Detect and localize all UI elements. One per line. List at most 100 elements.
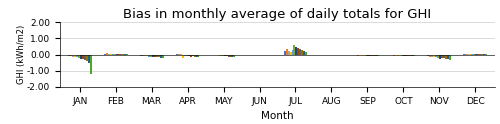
Bar	[479, 54, 481, 55]
Bar	[436, 55, 438, 57]
Bar	[228, 55, 230, 57]
Bar	[196, 55, 198, 57]
Bar	[68, 55, 70, 56]
Bar	[160, 55, 162, 58]
Bar	[126, 54, 128, 55]
Bar	[88, 55, 90, 63]
Bar	[408, 55, 410, 56]
Bar	[485, 54, 487, 55]
Bar	[443, 55, 445, 58]
Bar	[192, 55, 194, 56]
Bar	[178, 54, 180, 55]
Bar	[475, 54, 477, 55]
Bar	[468, 54, 469, 55]
Bar	[198, 55, 200, 57]
Bar	[470, 54, 472, 55]
Bar	[477, 54, 479, 55]
Bar	[366, 55, 368, 56]
Bar	[410, 55, 411, 56]
Bar	[110, 54, 112, 55]
Bar	[473, 54, 475, 55]
Bar	[70, 55, 72, 57]
Bar	[292, 50, 294, 55]
Bar	[442, 55, 443, 58]
Bar	[112, 54, 114, 55]
Bar	[434, 55, 436, 57]
Bar	[368, 55, 370, 56]
Bar	[234, 55, 235, 57]
Bar	[404, 55, 406, 56]
Bar	[447, 55, 449, 59]
Bar	[124, 54, 126, 55]
Bar	[122, 54, 124, 55]
Bar	[182, 55, 184, 58]
Bar	[156, 55, 158, 57]
Bar	[142, 55, 144, 56]
Bar	[370, 55, 372, 56]
Bar	[144, 55, 146, 56]
Bar	[290, 52, 292, 55]
Bar	[82, 55, 84, 59]
Bar	[120, 54, 122, 55]
Bar	[449, 55, 451, 60]
Bar	[76, 55, 78, 57]
Bar	[90, 55, 92, 74]
Bar	[80, 55, 82, 59]
Bar	[154, 55, 156, 57]
Bar	[224, 55, 226, 57]
Bar	[472, 54, 473, 55]
Bar	[108, 54, 110, 55]
Bar	[106, 53, 108, 55]
Bar	[104, 54, 106, 55]
Bar	[372, 55, 374, 56]
Bar	[466, 54, 468, 55]
Bar	[411, 55, 413, 56]
Bar	[378, 55, 379, 56]
Bar	[190, 55, 192, 57]
Bar	[186, 55, 188, 56]
Bar	[428, 55, 430, 57]
Title: Bias in monthly average of daily totals for GHI: Bias in monthly average of daily totals …	[124, 8, 432, 21]
Bar	[146, 55, 148, 57]
Bar	[376, 55, 378, 56]
Bar	[300, 49, 302, 55]
Bar	[362, 55, 364, 56]
Bar	[184, 55, 186, 56]
Bar	[86, 55, 87, 61]
Bar	[222, 55, 224, 56]
Bar	[398, 55, 400, 56]
Bar	[294, 45, 296, 55]
Bar	[188, 55, 190, 57]
Bar	[430, 55, 432, 57]
Bar	[148, 55, 150, 57]
Bar	[440, 55, 442, 59]
Bar	[194, 55, 196, 57]
Bar	[72, 55, 74, 57]
Bar	[374, 55, 376, 56]
Bar	[288, 51, 290, 55]
Bar	[358, 55, 360, 56]
Bar	[230, 55, 232, 57]
Bar	[176, 54, 178, 55]
Bar	[402, 55, 404, 56]
Bar	[226, 55, 228, 56]
Bar	[284, 51, 286, 55]
Bar	[150, 55, 152, 57]
Bar	[432, 55, 434, 57]
Bar	[394, 55, 396, 56]
Bar	[220, 55, 222, 56]
Bar	[162, 55, 164, 58]
Bar	[84, 55, 86, 60]
Bar	[481, 54, 483, 55]
Bar	[218, 55, 220, 56]
Bar	[298, 48, 300, 55]
Bar	[296, 47, 298, 55]
Bar	[118, 54, 120, 55]
X-axis label: Month: Month	[261, 111, 294, 121]
Bar	[152, 55, 154, 57]
Bar	[180, 54, 182, 55]
Bar	[158, 55, 160, 57]
Bar	[302, 50, 304, 55]
Y-axis label: GHI (kWh/m2): GHI (kWh/m2)	[16, 25, 26, 84]
Bar	[114, 54, 116, 55]
